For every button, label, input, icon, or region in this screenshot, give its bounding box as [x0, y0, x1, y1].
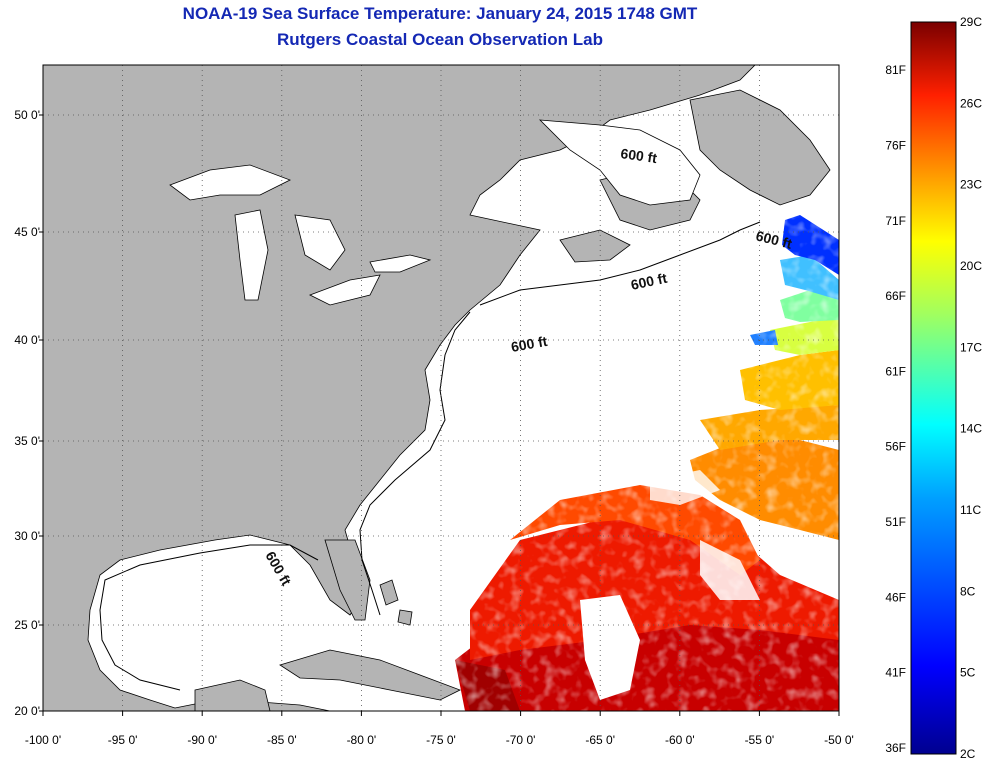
- x-tick-label: -95 0': [108, 733, 138, 747]
- colorbar-celsius-label: 8C: [960, 584, 976, 598]
- colorbar-celsius-label: 29C: [960, 15, 982, 29]
- y-tick-label: 40 0': [14, 333, 40, 347]
- y-tick-label: 45 0': [14, 225, 40, 239]
- colorbar-celsius-label: 5C: [960, 666, 976, 680]
- y-tick-label: 30 0': [14, 529, 40, 543]
- x-tick-label: -60 0': [665, 733, 695, 747]
- y-tick-label: 25 0': [14, 618, 40, 632]
- colorbar-fahrenheit-label: 56F: [885, 440, 906, 454]
- x-axis-ticks: -100 0' -95 0' -90 0' -85 0' -80 0' -75 0' -70…: [25, 711, 854, 747]
- colorbar-fahrenheit-label: 41F: [885, 666, 906, 680]
- x-tick-label: -80 0': [347, 733, 377, 747]
- chart-title: NOAA-19 Sea Surface Temperature: January…: [182, 4, 698, 23]
- y-tick-label: 50 0': [14, 108, 40, 122]
- colorbar-celsius-label: 2C: [960, 747, 976, 761]
- x-tick-label: -100 0': [25, 733, 61, 747]
- colorbar-celsius-label: 11C: [960, 503, 981, 517]
- colorbar-celsius-label: 26C: [960, 96, 982, 110]
- land-layer: [43, 65, 831, 711]
- x-tick-label: -90 0': [187, 733, 217, 747]
- colorbar-celsius-label: 23C: [960, 178, 982, 192]
- colorbar-fahrenheit-label: 61F: [885, 364, 906, 378]
- y-tick-label: 35 0': [14, 434, 40, 448]
- x-tick-label: -50 0': [824, 733, 854, 747]
- colorbar-fahrenheit-label: 76F: [885, 139, 906, 153]
- colorbar-fahrenheit-label: 71F: [885, 214, 906, 228]
- contour-label-georges-bank: 600 ft: [629, 270, 668, 293]
- colorbar: [910, 21, 957, 755]
- y-axis-ticks: 50 0' 45 0' 40 0' 35 0' 30 0' 25 0' 20 0': [14, 108, 43, 718]
- colorbar-celsius-label: 17C: [960, 340, 982, 354]
- x-tick-label: -70 0': [506, 733, 536, 747]
- colorbar-fahrenheit-label: 81F: [885, 63, 906, 77]
- chart-subtitle: Rutgers Coastal Ocean Observation Lab: [277, 30, 603, 49]
- colorbar-celsius-label: 20C: [960, 259, 982, 273]
- colorbar-celsius-labels: 29C 26C 23C 20C 17C 14C 11C 8C 5C 2C: [960, 15, 982, 761]
- contour-label-mid-atlantic: 600 ft: [510, 333, 549, 355]
- contour-label-gulf-st-lawrence: 600 ft: [620, 145, 659, 166]
- colorbar-fahrenheit-label: 51F: [885, 515, 906, 529]
- x-tick-label: -85 0': [267, 733, 297, 747]
- y-tick-label: 20 0': [14, 704, 40, 718]
- colorbar-fahrenheit-label: 66F: [885, 289, 906, 303]
- great-lakes: [169, 119, 701, 306]
- x-tick-label: -65 0': [585, 733, 615, 747]
- x-tick-label: -75 0': [426, 733, 456, 747]
- colorbar-fahrenheit-label: 36F: [885, 741, 906, 755]
- colorbar-fahrenheit-label: 46F: [885, 590, 906, 604]
- colorbar-celsius-label: 14C: [960, 422, 982, 436]
- colorbar-fahrenheit-labels: 81F 76F 71F 66F 61F 56F 51F 46F 41F 36F: [885, 63, 906, 755]
- isobath-600ft: [99, 221, 761, 691]
- x-tick-label: -55 0': [745, 733, 775, 747]
